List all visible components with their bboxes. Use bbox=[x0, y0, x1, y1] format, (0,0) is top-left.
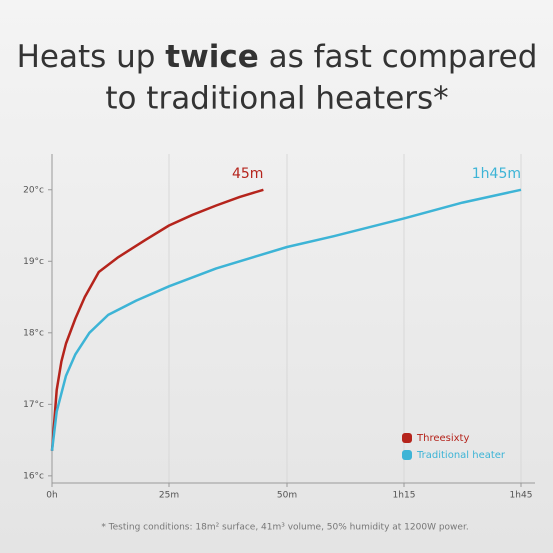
title-part: Heats up bbox=[17, 39, 156, 75]
y-tick-label: 16°c bbox=[23, 471, 44, 481]
chart-title: to traditional heaters* bbox=[105, 81, 448, 117]
title-emphasis: twice bbox=[165, 39, 258, 75]
chart-title: Heats up twice as fast compared bbox=[17, 39, 538, 75]
x-tick-label: 1h15 bbox=[393, 491, 416, 501]
line bbox=[50, 188, 522, 451]
x-tick-label: 0h bbox=[46, 491, 57, 501]
y-tick-label: 17°c bbox=[23, 400, 44, 410]
y-tick-label: 20°c bbox=[23, 185, 44, 195]
legend-swatch bbox=[402, 450, 412, 460]
title-part: as fast compared bbox=[269, 39, 538, 75]
line bbox=[50, 188, 264, 451]
x-tick-label: 1h45 bbox=[510, 491, 533, 501]
end-label: 45m bbox=[232, 166, 263, 182]
legend-swatch bbox=[402, 433, 412, 443]
legend-label: Traditional heater bbox=[416, 450, 506, 461]
x-tick-label: 25m bbox=[159, 491, 179, 501]
legend-label: Threesixty bbox=[416, 433, 469, 444]
footnote: * Testing conditions: 18m² surface, 41m³… bbox=[101, 523, 468, 533]
x-tick-label: 50m bbox=[277, 491, 297, 501]
y-tick-label: 18°c bbox=[23, 328, 44, 338]
end-label: 1h45m bbox=[472, 166, 521, 182]
y-tick-label: 19°c bbox=[23, 257, 44, 267]
